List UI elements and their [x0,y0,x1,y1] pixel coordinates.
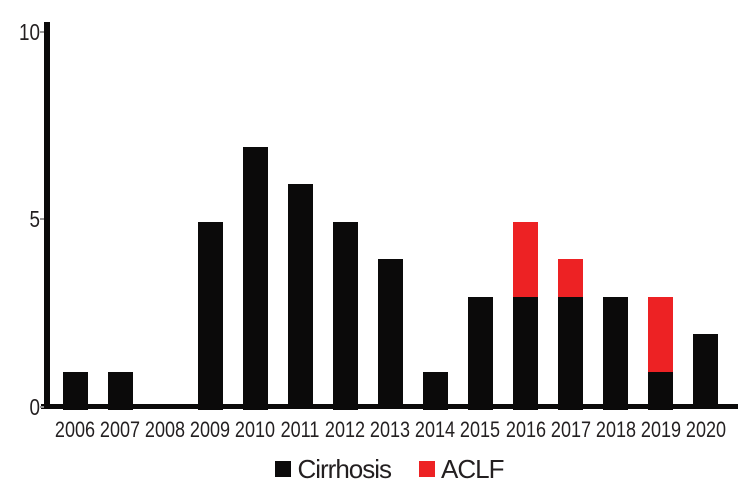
legend-label: Cirrhosis [297,454,392,484]
bar-segment-cirrhosis-2014 [423,372,448,410]
x-tick-label-2019: 2019 [640,417,682,442]
y-tick-label: 10 [19,19,40,45]
bar-segment-cirrhosis-2010 [243,147,268,410]
bar-segment-aclf-2019 [648,297,673,372]
bar-segment-cirrhosis-2018 [603,297,628,410]
x-tick-label-2007: 2007 [99,417,141,442]
bar-segment-cirrhosis-2011 [288,184,313,409]
x-tick-label-2013: 2013 [369,417,411,442]
y-axis-tick [40,31,44,33]
bar-segment-cirrhosis-2015 [468,297,493,410]
y-axis-tick [40,406,44,408]
legend-item-aclf: ACLF [419,454,505,484]
y-tick-label: 5 [29,206,40,232]
bar-segment-cirrhosis-2006 [63,372,88,410]
legend-label: ACLF [441,454,504,484]
y-tick-label: 0 [29,394,40,420]
bar-segment-aclf-2017 [558,259,583,297]
x-tick-label-2006: 2006 [54,417,96,442]
legend: Cirrhosis ACLF [0,453,754,485]
x-tick-label-2011: 2011 [280,417,320,442]
x-tick-label-2009: 2009 [189,417,231,442]
legend-item-cirrhosis: Cirrhosis [275,454,392,484]
bar-segment-cirrhosis-2019 [648,372,673,410]
x-tick-label-2014: 2014 [414,417,456,442]
bar-segment-aclf-2016 [513,222,538,297]
bar-segment-cirrhosis-2013 [378,259,403,409]
bar-segment-cirrhosis-2007 [108,372,133,410]
x-tick-label-2015: 2015 [459,417,501,442]
x-tick-label-2018: 2018 [595,417,637,442]
bar-segment-cirrhosis-2016 [513,297,538,410]
x-tick-label-2008: 2008 [144,417,186,442]
bar-segment-cirrhosis-2020 [693,334,718,409]
y-axis-tick [40,218,44,220]
x-tick-label-2016: 2016 [505,417,547,442]
x-tick-label-2010: 2010 [234,417,276,442]
plot-area: 0 5 10 2006 2007 2008 2009 2010 2011 2012 2013 2014… [19,19,738,442]
bar-segment-cirrhosis-2017 [558,297,583,410]
x-tick-label-2012: 2012 [324,417,366,442]
bar-segment-cirrhosis-2009 [198,222,223,410]
x-tick-label-2017: 2017 [550,417,592,442]
legend-swatch-cirrhosis [275,461,292,477]
y-axis-line [44,22,50,409]
x-tick-label-2020: 2020 [685,417,727,442]
legend-swatch-aclf [419,461,436,477]
bar-segment-cirrhosis-2012 [333,222,358,410]
